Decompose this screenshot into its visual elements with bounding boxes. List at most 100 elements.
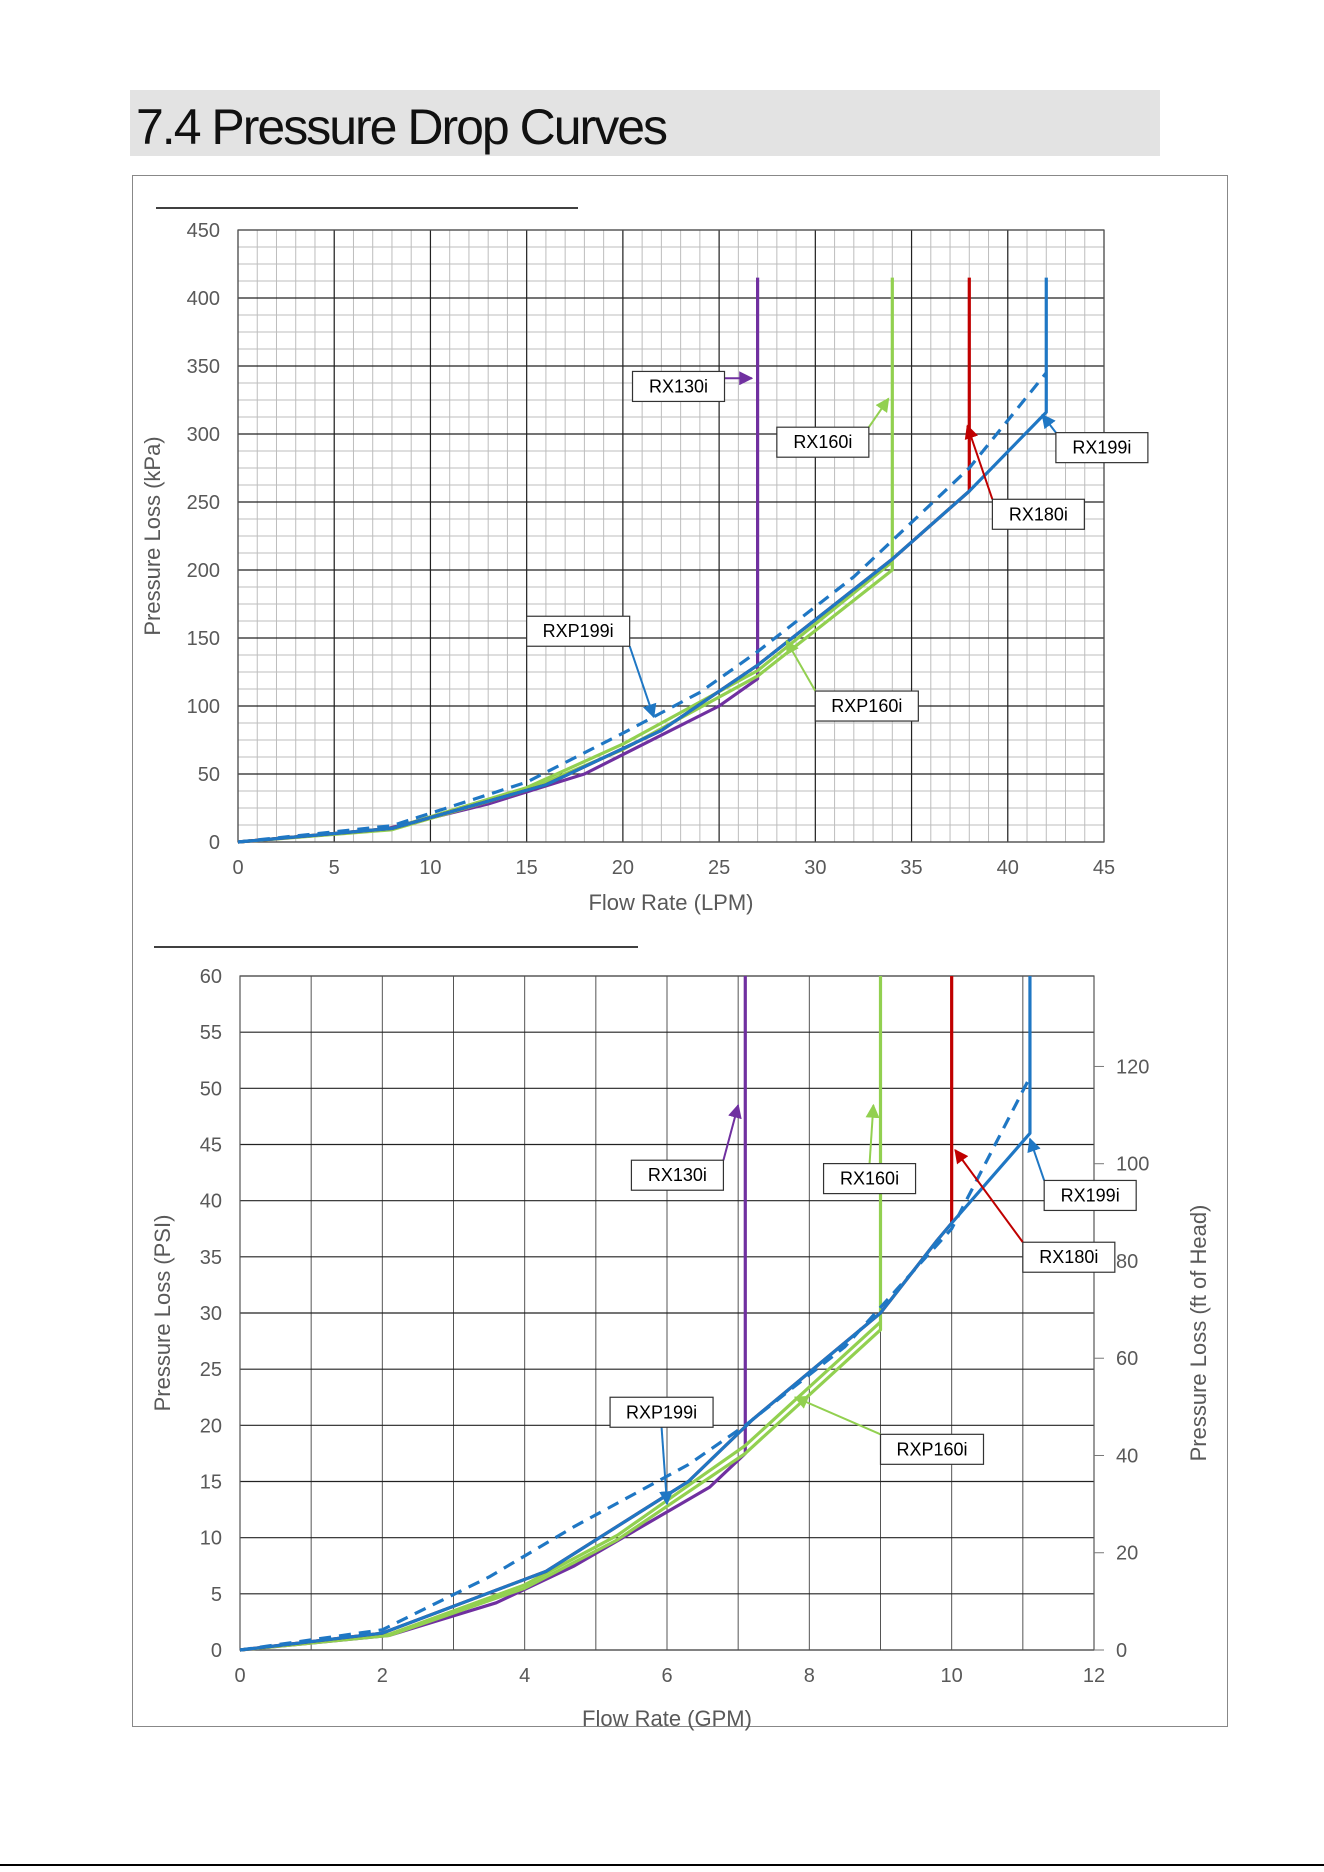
grid bbox=[239, 975, 1095, 1651]
x-tick-label: 40 bbox=[997, 857, 1019, 879]
annotation-arrow bbox=[865, 1103, 880, 1164]
section-heading: 7.4 Pressure Drop Curves bbox=[136, 99, 668, 155]
annotation-box bbox=[822, 1162, 917, 1195]
y-tick-label: 25 bbox=[200, 1359, 222, 1381]
y2-tick-label: 120 bbox=[1116, 1056, 1149, 1078]
annotation-box bbox=[776, 426, 870, 458]
y-tick-label: 55 bbox=[200, 1022, 222, 1044]
plot-border bbox=[237, 229, 1105, 843]
annotation-label: RXP199i bbox=[543, 621, 614, 641]
x-tick-label: 15 bbox=[516, 857, 538, 879]
footer-rule bbox=[0, 1864, 1324, 1866]
y-tick-label: 150 bbox=[187, 628, 220, 650]
annotation-arrow bbox=[868, 397, 890, 428]
annotation-label: RX130i bbox=[648, 1165, 707, 1185]
x-tick-label: 20 bbox=[612, 857, 634, 879]
annotation-label: RXP160i bbox=[831, 696, 902, 716]
x-tick-label: 30 bbox=[804, 857, 826, 879]
chart-2: 0 2 4 6 8 10 120510152025303540455055600204060… bbox=[150, 946, 1211, 1731]
annotation-box bbox=[1043, 1179, 1137, 1212]
y-axis-title: Pressure Loss (kPa) bbox=[140, 436, 165, 635]
y-tick-label: 200 bbox=[187, 560, 220, 582]
y-tick-label: 15 bbox=[200, 1472, 222, 1494]
series-line-rx199i bbox=[237, 277, 1048, 844]
y-tick-label: 50 bbox=[198, 764, 220, 786]
annotation-label: RXP199i bbox=[626, 1402, 697, 1422]
annotation-label: RX160i bbox=[840, 1169, 899, 1189]
annotation-arrow bbox=[954, 1148, 1024, 1243]
annotation-arrow bbox=[785, 639, 817, 692]
x-tick-label: 5 bbox=[329, 857, 340, 879]
annotation-arrow bbox=[793, 1395, 881, 1436]
y-tick-label: 10 bbox=[200, 1528, 222, 1550]
annotation-label: RX130i bbox=[649, 376, 708, 396]
y-tick-label: 30 bbox=[200, 1303, 222, 1325]
y-tick-label: 35 bbox=[200, 1247, 222, 1269]
x-axis-title: Flow Rate (LPM) bbox=[588, 890, 753, 915]
x-tick-label: 8 bbox=[804, 1665, 815, 1687]
y-tick-label: 50 bbox=[200, 1078, 222, 1100]
annotation-label: RX180i bbox=[1039, 1247, 1098, 1267]
x-tick-label: 10 bbox=[419, 857, 441, 879]
y-tick-label: 40 bbox=[200, 1191, 222, 1213]
chart-frame bbox=[132, 175, 1228, 1727]
annotation-box bbox=[1055, 432, 1149, 464]
x-tick-label: 35 bbox=[900, 857, 922, 879]
y-tick-label: 450 bbox=[187, 220, 220, 242]
annotation-arrow bbox=[722, 1103, 742, 1161]
grid bbox=[237, 229, 1105, 843]
x-tick-label: 2 bbox=[377, 1665, 388, 1687]
annotation-label: RX199i bbox=[1061, 1185, 1120, 1205]
annotation-box bbox=[814, 690, 919, 722]
y2-tick-label: 40 bbox=[1116, 1445, 1138, 1467]
annotation-arrow bbox=[1041, 413, 1057, 434]
y-tick-label: 250 bbox=[187, 492, 220, 514]
y2-tick-label: 60 bbox=[1116, 1348, 1138, 1370]
y2-tick-label: 100 bbox=[1116, 1154, 1149, 1176]
annotation-box bbox=[526, 615, 631, 647]
x-tick-label: 45 bbox=[1093, 857, 1115, 879]
annotation-box bbox=[991, 498, 1085, 530]
y-tick-label: 0 bbox=[211, 1640, 222, 1662]
annotation-arrow bbox=[1027, 1137, 1046, 1181]
annotation-box bbox=[879, 1433, 985, 1465]
series-line-rxp199i bbox=[239, 1076, 1032, 1652]
y-tick-label: 45 bbox=[200, 1135, 222, 1157]
y-tick-label: 60 bbox=[200, 966, 222, 988]
annotation-box bbox=[609, 1396, 714, 1428]
y-tick-label: 5 bbox=[211, 1584, 222, 1606]
series-line-rxp160i bbox=[239, 1320, 882, 1652]
y2-tick-label: 20 bbox=[1116, 1543, 1138, 1565]
y-tick-label: 0 bbox=[209, 832, 220, 854]
annotation-label: RX199i bbox=[1072, 438, 1131, 458]
plot-border bbox=[239, 975, 1095, 1651]
y2-tick-label: 0 bbox=[1116, 1640, 1127, 1662]
y-tick-label: 350 bbox=[187, 356, 220, 378]
x-tick-label: 6 bbox=[661, 1665, 672, 1687]
x-tick-label: 25 bbox=[708, 857, 730, 879]
x-tick-label: 4 bbox=[519, 1665, 530, 1687]
annotation-arrow bbox=[659, 1427, 674, 1506]
annotation-arrow bbox=[964, 424, 994, 500]
y2-axis-title: Pressure Loss (ft of Head) bbox=[1186, 1205, 1211, 1462]
y-tick-label: 300 bbox=[187, 424, 220, 446]
x-axis-title: Flow Rate (GPM) bbox=[582, 1706, 752, 1731]
x-tick-label: 0 bbox=[232, 857, 243, 879]
annotation-label: RXP160i bbox=[896, 1439, 967, 1459]
y-axis-title: Pressure Loss (PSI) bbox=[150, 1215, 175, 1412]
annotation-label: RX160i bbox=[793, 432, 852, 452]
annotation-box bbox=[631, 370, 726, 403]
x-tick-label: 12 bbox=[1083, 1665, 1105, 1687]
x-tick-label: 0 bbox=[234, 1665, 245, 1687]
y2-tick-label: 80 bbox=[1116, 1251, 1138, 1273]
section-heading-bar: 7.4 Pressure Drop Curves bbox=[130, 90, 1160, 156]
y-tick-label: 20 bbox=[200, 1415, 222, 1437]
series-line-rxp199i bbox=[237, 371, 1048, 844]
chart-1: 0 5 10 15 20 25 30 35 40 450501001502002503003504… bbox=[140, 207, 1149, 915]
y-tick-label: 100 bbox=[187, 696, 220, 718]
annotation-box bbox=[1022, 1241, 1116, 1273]
annotation-arrow bbox=[628, 645, 657, 719]
series-line-rx199i bbox=[239, 976, 1032, 1652]
x-tick-label: 10 bbox=[941, 1665, 963, 1687]
